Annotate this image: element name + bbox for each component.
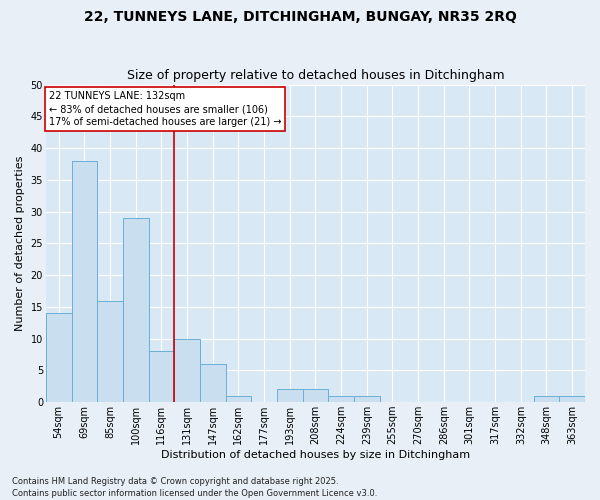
X-axis label: Distribution of detached houses by size in Ditchingham: Distribution of detached houses by size …: [161, 450, 470, 460]
Bar: [226, 396, 251, 402]
Bar: [354, 396, 380, 402]
Title: Size of property relative to detached houses in Ditchingham: Size of property relative to detached ho…: [127, 69, 504, 82]
Bar: [200, 364, 226, 402]
Bar: [328, 396, 354, 402]
Bar: [559, 396, 585, 402]
Bar: [302, 390, 328, 402]
Bar: [149, 352, 174, 402]
Bar: [123, 218, 149, 402]
Bar: [71, 161, 97, 402]
Y-axis label: Number of detached properties: Number of detached properties: [15, 156, 25, 331]
Text: 22 TUNNEYS LANE: 132sqm
← 83% of detached houses are smaller (106)
17% of semi-d: 22 TUNNEYS LANE: 132sqm ← 83% of detache…: [49, 91, 281, 128]
Bar: [277, 390, 302, 402]
Bar: [46, 313, 71, 402]
Text: 22, TUNNEYS LANE, DITCHINGHAM, BUNGAY, NR35 2RQ: 22, TUNNEYS LANE, DITCHINGHAM, BUNGAY, N…: [83, 10, 517, 24]
Bar: [97, 300, 123, 402]
Bar: [533, 396, 559, 402]
Bar: [174, 338, 200, 402]
Text: Contains HM Land Registry data © Crown copyright and database right 2025.
Contai: Contains HM Land Registry data © Crown c…: [12, 476, 377, 498]
